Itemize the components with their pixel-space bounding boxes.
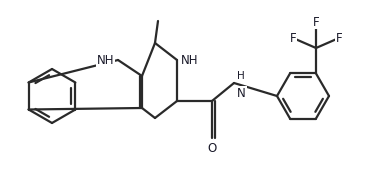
- Text: O: O: [208, 142, 217, 155]
- Text: F: F: [290, 31, 296, 44]
- Text: NH: NH: [181, 54, 199, 67]
- Text: F: F: [336, 31, 342, 44]
- Text: H: H: [237, 71, 245, 81]
- Text: F: F: [313, 15, 319, 28]
- Text: NH: NH: [97, 54, 114, 67]
- Text: N: N: [237, 87, 246, 100]
